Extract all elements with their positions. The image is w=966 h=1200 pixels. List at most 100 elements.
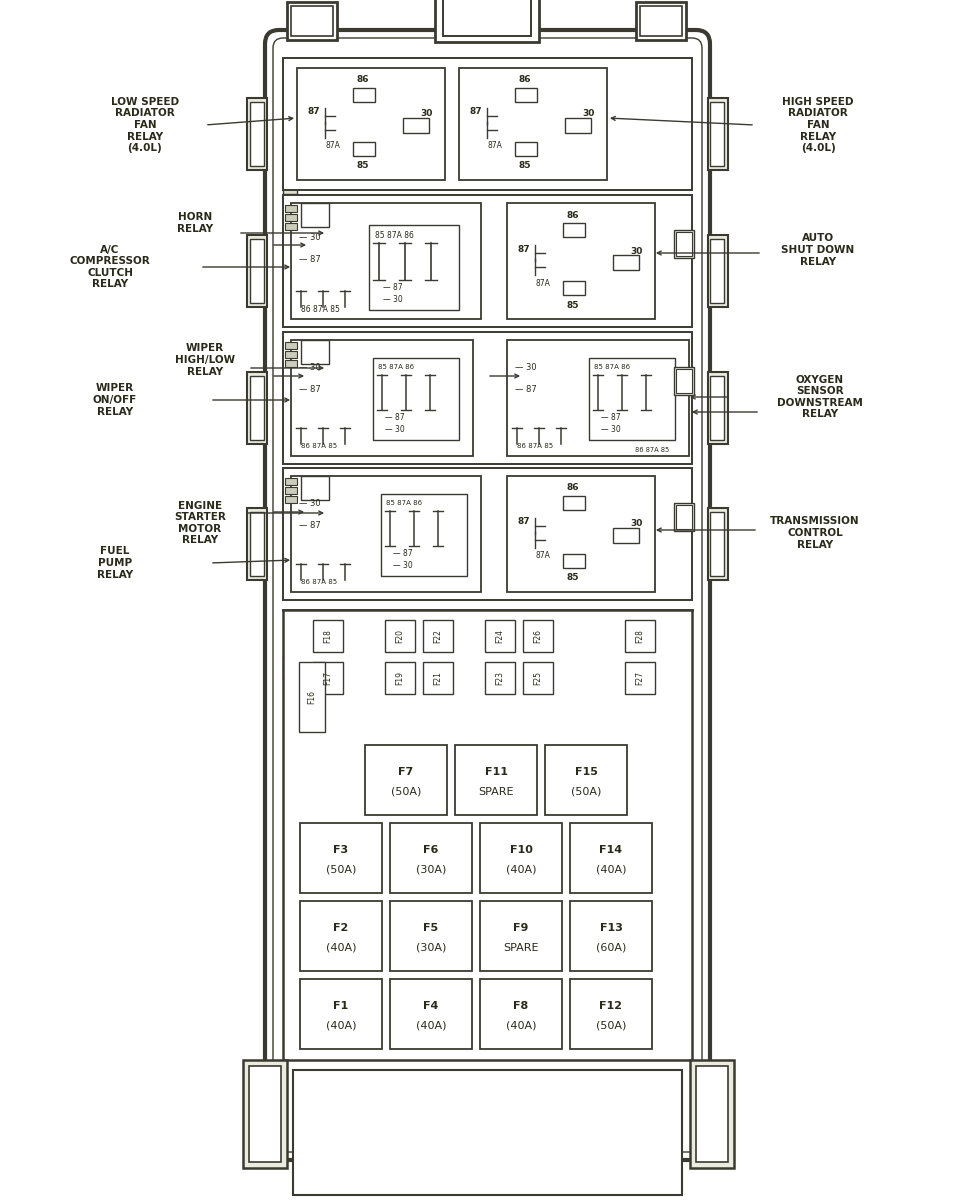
Text: 86: 86: [519, 76, 531, 84]
Bar: [435, 0, 539, 42]
Text: 87A: 87A: [487, 142, 502, 150]
Text: WIPER
ON/OFF
RELAY: WIPER ON/OFF RELAY: [93, 383, 137, 416]
Text: F8: F8: [513, 1001, 528, 1010]
Text: TRANSMISSION
CONTROL
RELAY: TRANSMISSION CONTROL RELAY: [770, 516, 860, 550]
Text: — 87: — 87: [383, 283, 403, 293]
Bar: [708, 372, 728, 444]
Bar: [480, 979, 562, 1049]
Bar: [443, 0, 531, 36]
Bar: [301, 476, 329, 500]
Bar: [640, 6, 682, 36]
Bar: [250, 512, 264, 576]
Text: 87A: 87A: [325, 142, 340, 150]
Bar: [283, 194, 692, 326]
Bar: [570, 823, 652, 893]
Bar: [625, 662, 655, 694]
Text: A/C
COMPRESSOR
CLUTCH
RELAY: A/C COMPRESSOR CLUTCH RELAY: [70, 245, 151, 289]
Text: (50A): (50A): [391, 787, 421, 797]
Bar: [247, 235, 267, 307]
Bar: [480, 901, 562, 971]
Text: — 87: — 87: [385, 414, 405, 422]
Text: HIGH SPEED
RADIATOR
FAN
RELAY
(4.0L): HIGH SPEED RADIATOR FAN RELAY (4.0L): [782, 97, 854, 154]
Text: F4: F4: [423, 1001, 439, 1010]
Bar: [300, 979, 382, 1049]
Text: 30: 30: [631, 520, 643, 528]
Text: HORN
RELAY: HORN RELAY: [177, 212, 213, 234]
Bar: [313, 620, 343, 652]
Bar: [301, 203, 329, 227]
Bar: [674, 503, 694, 530]
Bar: [710, 239, 724, 302]
Bar: [283, 58, 692, 190]
Bar: [283, 178, 297, 185]
FancyBboxPatch shape: [265, 30, 710, 1160]
Text: F19: F19: [395, 671, 405, 685]
Text: (40A): (40A): [506, 1021, 536, 1031]
Text: — 30: — 30: [385, 426, 405, 434]
Bar: [403, 118, 429, 133]
Bar: [563, 554, 585, 568]
Text: F16: F16: [307, 690, 317, 704]
Bar: [283, 509, 297, 516]
Text: (30A): (30A): [415, 943, 446, 953]
Text: 85 87A 86: 85 87A 86: [378, 364, 414, 370]
Bar: [710, 376, 724, 440]
Bar: [283, 340, 297, 347]
Text: (60A): (60A): [596, 943, 626, 953]
Text: — 87: — 87: [299, 522, 321, 530]
Bar: [285, 205, 297, 212]
Bar: [570, 979, 652, 1049]
Bar: [385, 620, 415, 652]
Bar: [710, 512, 724, 576]
Text: — 87: — 87: [601, 414, 620, 422]
Bar: [365, 745, 447, 815]
Text: F18: F18: [324, 629, 332, 643]
Text: F9: F9: [513, 923, 528, 934]
Bar: [300, 823, 382, 893]
Bar: [313, 662, 343, 694]
Text: F28: F28: [636, 629, 644, 643]
Text: F10: F10: [509, 845, 532, 854]
Bar: [285, 360, 297, 367]
Bar: [291, 476, 481, 592]
Text: F14: F14: [600, 845, 622, 854]
Text: (50A): (50A): [571, 787, 601, 797]
Bar: [283, 664, 297, 671]
Text: 85: 85: [567, 574, 580, 582]
Text: F13: F13: [600, 923, 622, 934]
Text: — 30: — 30: [383, 295, 403, 305]
Bar: [301, 340, 329, 364]
Text: (40A): (40A): [596, 865, 626, 875]
Text: 87: 87: [469, 108, 482, 116]
Bar: [545, 745, 627, 815]
Text: F24: F24: [496, 629, 504, 643]
Text: 86 87A 85: 86 87A 85: [635, 446, 669, 452]
Bar: [480, 823, 562, 893]
Text: SPARE: SPARE: [503, 943, 539, 953]
Text: F27: F27: [636, 671, 644, 685]
Bar: [283, 468, 692, 600]
Text: F25: F25: [533, 671, 543, 685]
Text: 87: 87: [307, 108, 320, 116]
Bar: [283, 187, 297, 194]
Text: 85: 85: [567, 300, 580, 310]
Bar: [523, 662, 553, 694]
Text: 86 87A 85: 86 87A 85: [301, 305, 340, 313]
Bar: [515, 142, 537, 156]
Text: — 87: — 87: [299, 385, 321, 395]
Bar: [485, 662, 515, 694]
Bar: [708, 235, 728, 307]
Text: F22: F22: [434, 629, 442, 643]
Text: F3: F3: [333, 845, 349, 854]
Text: 30: 30: [631, 246, 643, 256]
Text: SPARE: SPARE: [478, 787, 514, 797]
Text: 87: 87: [517, 517, 529, 527]
Text: — 30: — 30: [515, 364, 537, 372]
Text: F17: F17: [324, 671, 332, 685]
Bar: [283, 196, 297, 203]
Bar: [676, 232, 692, 256]
Text: 85: 85: [519, 162, 531, 170]
Bar: [283, 673, 297, 680]
Bar: [515, 88, 537, 102]
Bar: [283, 500, 297, 506]
